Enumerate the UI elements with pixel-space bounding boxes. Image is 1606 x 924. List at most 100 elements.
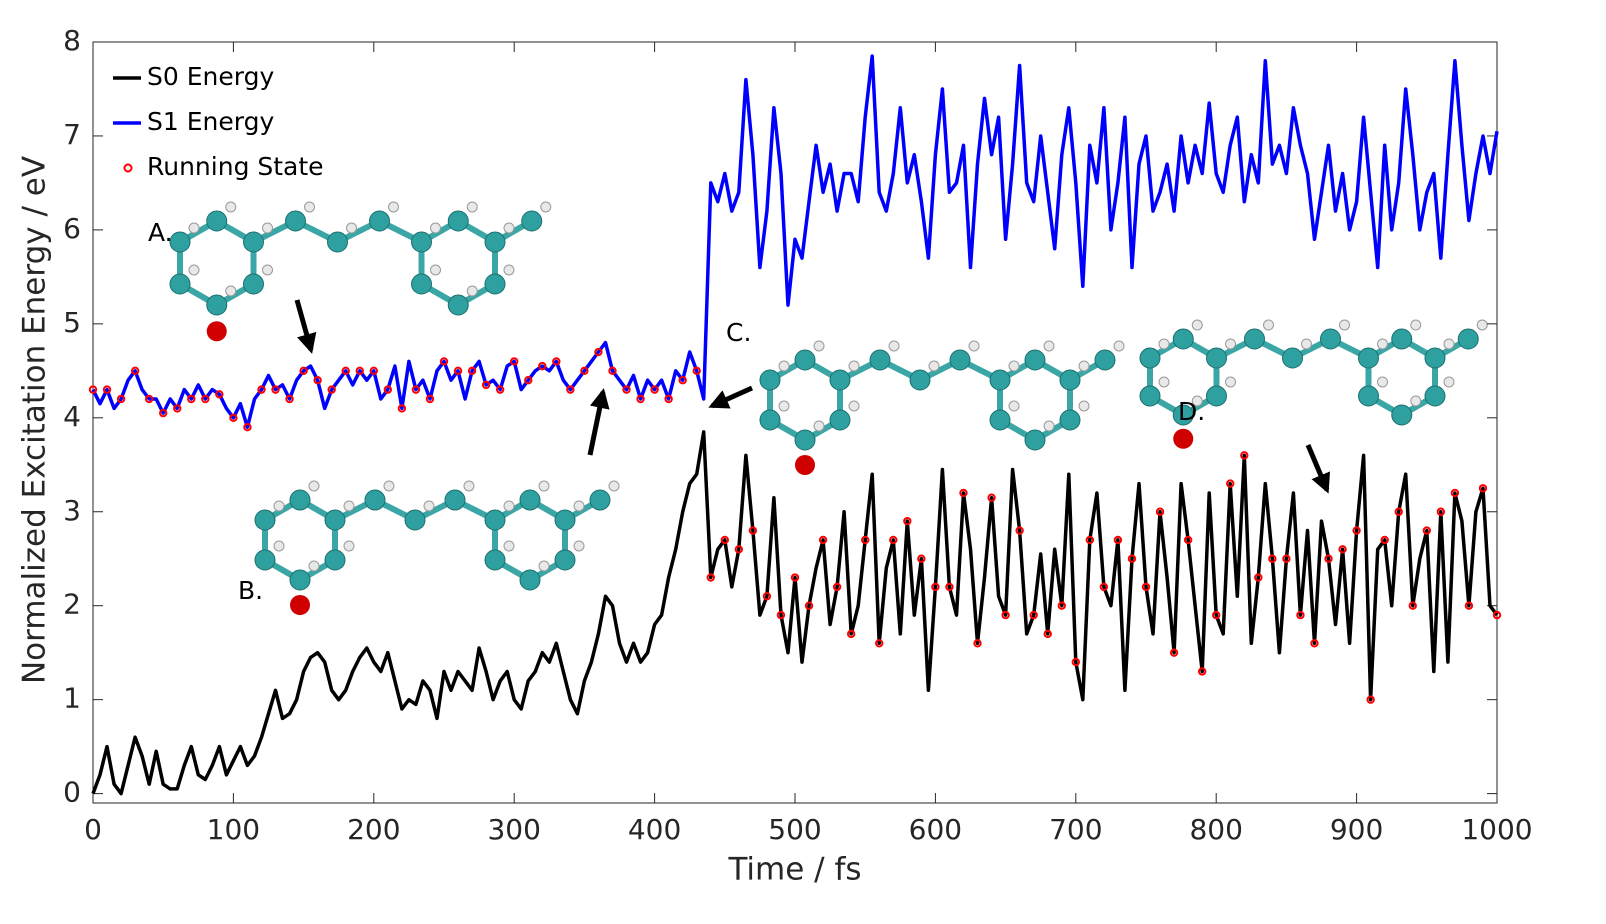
arrow <box>294 299 317 354</box>
arrow <box>708 385 754 409</box>
running-state-point <box>201 394 210 404</box>
legend-label: S0 Energy <box>147 62 274 91</box>
running-state-point <box>1478 484 1488 493</box>
running-state-point <box>467 366 477 376</box>
hydrogen <box>423 500 435 512</box>
arrow <box>587 388 610 456</box>
running-state-point <box>1113 535 1123 545</box>
molecule-images <box>169 201 1488 615</box>
carbon <box>484 509 506 531</box>
running-state-point <box>608 366 617 376</box>
running-state-point <box>215 390 224 399</box>
hydrogen <box>1158 376 1170 388</box>
carbon <box>869 349 891 371</box>
x-tick-label: 600 <box>909 813 962 846</box>
running-state-point <box>173 404 182 413</box>
running-state-point <box>411 385 421 394</box>
hydrogen <box>225 285 237 297</box>
running-state-point <box>1422 526 1432 535</box>
running-state-point <box>552 357 561 366</box>
running-state-point <box>1226 479 1235 488</box>
carbon <box>324 549 346 571</box>
hydrogen <box>308 480 320 492</box>
carbon <box>829 369 851 391</box>
hydrogen <box>968 340 980 352</box>
carbon <box>411 231 432 253</box>
carbon <box>206 294 228 316</box>
hydrogen <box>573 500 585 512</box>
running-state-point <box>1352 526 1361 535</box>
running-state-point <box>1254 573 1263 582</box>
running-state-point <box>1001 610 1010 620</box>
hydrogen <box>778 360 790 372</box>
running-state-point <box>327 385 336 394</box>
running-state-point <box>594 347 603 357</box>
carbon <box>169 273 191 295</box>
running-state-point <box>1057 601 1066 610</box>
carbon <box>1282 347 1303 369</box>
running-state-point <box>1212 610 1221 620</box>
running-state-point <box>706 573 715 582</box>
hydrogen <box>466 285 478 297</box>
carbon <box>254 549 276 571</box>
hydrogen <box>538 560 550 572</box>
running-state-point <box>397 404 407 413</box>
running-state-point <box>580 366 589 376</box>
running-state-point <box>1282 554 1291 563</box>
running-state-point <box>917 554 926 563</box>
hydrogen <box>813 420 825 432</box>
carbon <box>327 231 348 253</box>
annotation: C. <box>726 318 751 347</box>
hydrogen <box>1008 360 1020 372</box>
running-state-point <box>102 385 112 394</box>
running-state-point <box>566 385 575 394</box>
y-tick-label: 0 <box>63 776 81 809</box>
hydrogen <box>1301 338 1312 350</box>
running-state-point <box>1296 610 1305 620</box>
hydrogen <box>343 540 355 552</box>
x-tick-label: 800 <box>1189 813 1242 846</box>
carbon <box>411 273 432 295</box>
running-state-point <box>355 366 364 376</box>
oxygen <box>290 595 310 615</box>
running-state-point <box>1394 507 1403 516</box>
running-state-point <box>1085 535 1095 545</box>
running-state-point <box>973 639 982 648</box>
hydrogen <box>1410 319 1422 331</box>
carbon <box>1358 347 1379 369</box>
y-tick-label: 8 <box>63 24 81 57</box>
hydrogen <box>503 222 515 234</box>
oxygen <box>795 455 815 475</box>
carbon <box>243 231 264 253</box>
carbon <box>1172 328 1194 350</box>
carbon <box>1457 328 1479 350</box>
carbon <box>759 369 781 391</box>
y-tick-label: 5 <box>63 306 81 339</box>
carbon <box>254 509 276 531</box>
running-state-point <box>889 535 898 545</box>
running-state-point <box>818 535 828 545</box>
oxygen <box>1173 428 1194 449</box>
running-state-point <box>369 366 378 376</box>
hydrogen <box>1410 395 1422 407</box>
running-state-point <box>1450 488 1460 498</box>
carbon <box>1424 347 1446 369</box>
running-state-point <box>271 385 280 394</box>
running-state-point <box>650 385 659 394</box>
running-state-point <box>776 610 786 620</box>
hydrogen <box>1043 340 1055 352</box>
carbon <box>285 210 306 232</box>
hydrogen <box>848 400 860 412</box>
x-tick-label: 400 <box>628 813 681 846</box>
carbon <box>1244 328 1265 350</box>
carbon <box>444 489 466 511</box>
running-state-point <box>720 535 729 545</box>
hydrogen <box>262 264 273 276</box>
carbon <box>1139 385 1161 407</box>
carbon <box>1358 385 1379 407</box>
carbon <box>1024 429 1046 451</box>
hydrogen <box>538 480 550 492</box>
y-tick-label: 1 <box>63 682 81 715</box>
carbon <box>589 489 611 511</box>
running-state-point <box>1169 648 1179 657</box>
